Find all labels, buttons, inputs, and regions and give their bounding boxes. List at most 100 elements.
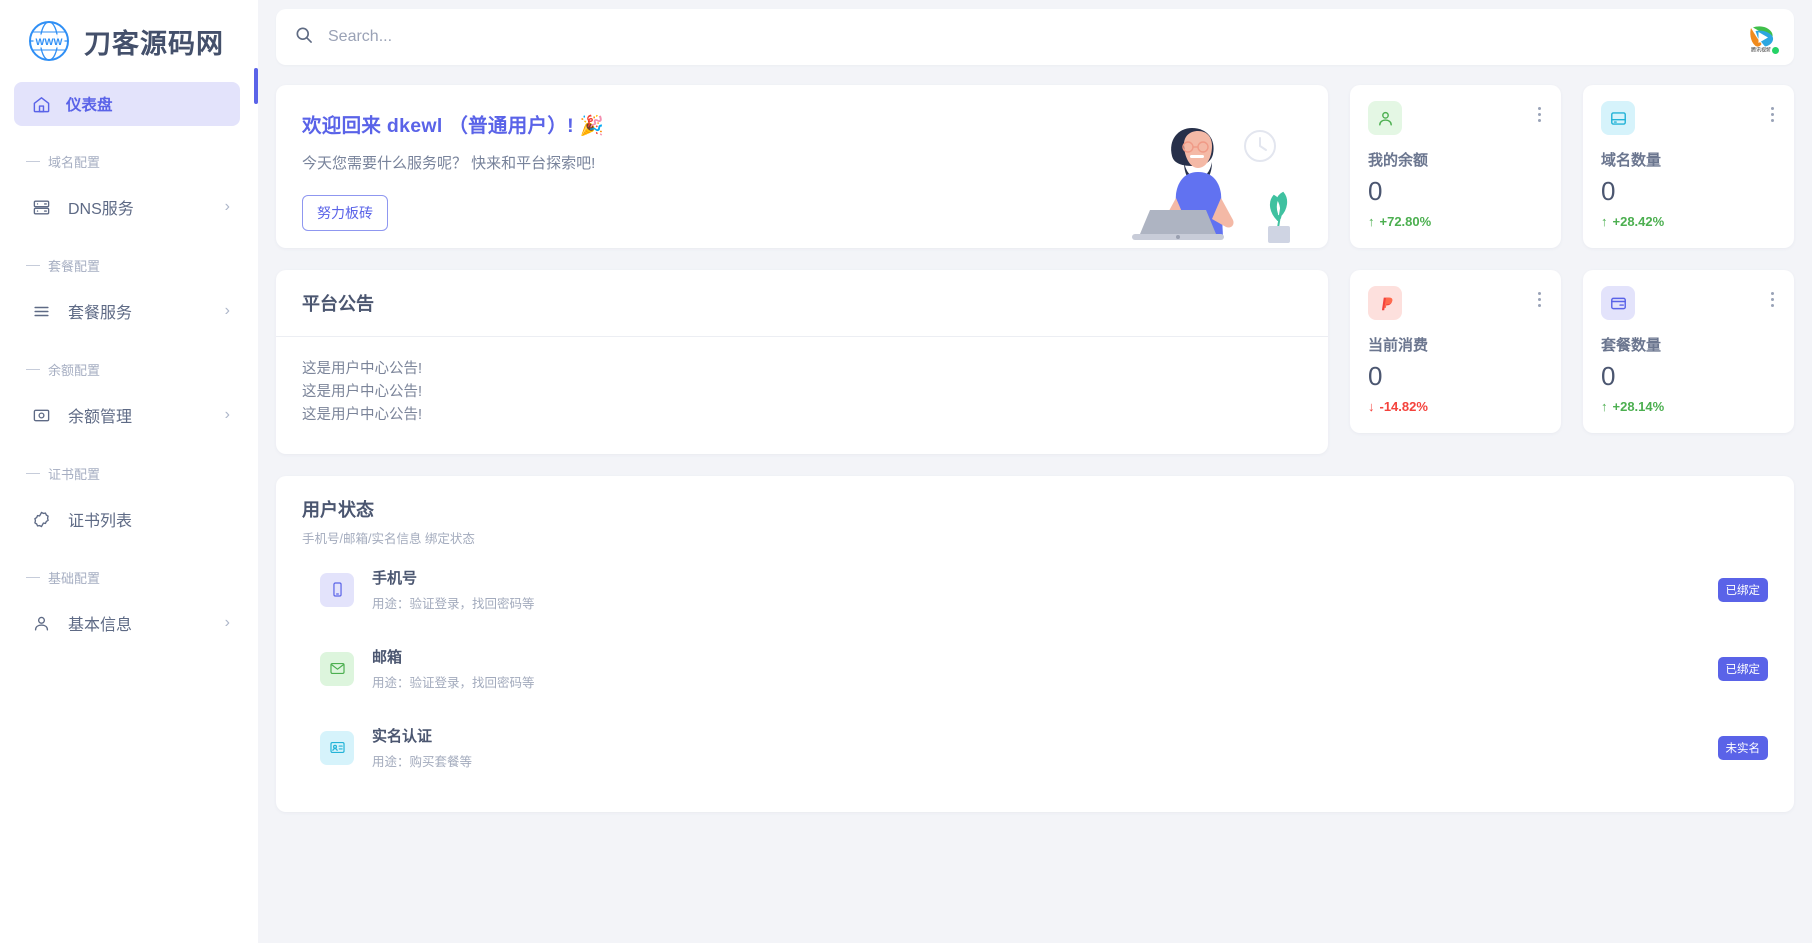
left-column: 欢迎回来 dkewl （普通用户）! 🎉 今天您需要什么服务呢？ 快来和平台探索…: [276, 85, 1328, 454]
chevron-right-icon: ›: [224, 198, 230, 215]
card-menu-button[interactable]: [1767, 101, 1778, 128]
stat-delta-value: -14.82%: [1379, 399, 1428, 414]
notice-line: 这是用户中心公告!: [302, 407, 423, 423]
sidebar-section-label: 域名配置: [48, 154, 101, 170]
sidebar-item-label-package-service: 套餐服务: [68, 305, 133, 322]
online-status-dot: [1770, 45, 1781, 56]
stat-delta-value: +72.80%: [1379, 214, 1432, 229]
svg-text:WWW: WWW: [36, 37, 63, 48]
welcome-illustration: [1078, 85, 1328, 248]
chevron-right-icon: ›: [224, 302, 230, 319]
stat-label: 域名数量: [1601, 152, 1662, 169]
www-globe-icon: WWW: [26, 18, 72, 64]
stat-value: 0: [1601, 361, 1616, 391]
status-info: 邮箱 用途：验证登录，找回密码等: [372, 646, 1700, 691]
brand[interactable]: WWW 刀客源码网: [0, 0, 258, 82]
sidebar-item-label-basic-info: 基本信息: [68, 617, 133, 634]
status-badge: 已绑定: [1717, 577, 1768, 602]
status-name: 手机号: [372, 570, 418, 587]
platform-notice-card: 平台公告 这是用户中心公告! 这是用户中心公告! 这是用户中心公告!: [276, 270, 1328, 454]
status-name: 邮箱: [372, 649, 403, 666]
stat-cards-grid: 我的余额 0 ↑ +72.80%: [1350, 85, 1794, 433]
user-status-subtitle: 手机号/邮箱/实名信息 绑定状态: [302, 532, 475, 546]
card-menu-button[interactable]: [1534, 286, 1545, 313]
status-info: 实名认证 用途：购买套餐等: [372, 725, 1700, 770]
card-menu-button[interactable]: [1767, 286, 1778, 313]
id-card-icon: [320, 730, 354, 765]
welcome-text: 欢迎回来 dkewl （普通用户）! 🎉 今天您需要什么服务呢？ 快来和平台探索…: [276, 85, 1078, 248]
section-dash: [26, 160, 40, 162]
sidebar-nav: 仪表盘 域名配置: [0, 68, 258, 646]
server-storage-icon: [1601, 101, 1635, 135]
stat-delta-value: +28.42%: [1612, 214, 1665, 229]
menu-list-icon: [32, 302, 56, 321]
stat-delta: ↑ +28.14%: [1601, 399, 1778, 414]
status-row-phone[interactable]: 手机号 用途：验证登录，找回密码等 已绑定: [302, 553, 1768, 626]
topbar: 腾讯视频: [276, 9, 1794, 65]
sidebar-section-package: 套餐配置: [0, 242, 258, 288]
main-content: 腾讯视频 欢迎回来 dkewl （普通用户）! 🎉 今天您需要什么服务呢？ 快来…: [258, 0, 1812, 943]
sidebar-section-balance: 余额配置: [0, 346, 258, 392]
avatar[interactable]: 腾讯视频: [1744, 19, 1781, 56]
status-row-realname[interactable]: 实名认证 用途：购买套餐等 未实名: [302, 711, 1768, 784]
stat-card-balance: 我的余额 0 ↑ +72.80%: [1350, 85, 1561, 248]
sidebar-item-dns[interactable]: DNS服务 ›: [14, 184, 244, 230]
status-desc: 用途：验证登录，找回密码等: [372, 676, 535, 690]
user-status-card: 用户状态 手机号/邮箱/实名信息 绑定状态 手机号 用途：验证登录，找回密码等 …: [276, 476, 1794, 812]
sidebar-item-label-balance-manage: 余额管理: [68, 409, 133, 426]
wallet-icon: [1601, 286, 1635, 320]
sidebar-section-basic: 基础配置: [0, 554, 258, 600]
mail-icon: [320, 651, 354, 686]
stat-card-current-spend: 当前消费 0 ↓ -14.82%: [1350, 270, 1561, 433]
status-badge: 未实名: [1717, 735, 1768, 760]
status-desc: 用途：购买套餐等: [372, 755, 473, 769]
section-dash: [26, 576, 40, 578]
explore-button[interactable]: 努力板砖: [302, 195, 388, 231]
server-icon: [32, 198, 56, 217]
notice-body: 这是用户中心公告! 这是用户中心公告! 这是用户中心公告!: [276, 337, 1328, 454]
stat-label: 套餐数量: [1601, 337, 1662, 354]
paypal-icon: [1368, 286, 1402, 320]
sidebar-item-basic-info[interactable]: 基本信息 ›: [14, 600, 244, 646]
stat-value: 0: [1601, 176, 1616, 206]
stat-label: 当前消费: [1368, 337, 1429, 354]
status-name: 实名认证: [372, 728, 433, 745]
status-desc: 用途：验证登录，找回密码等: [372, 597, 535, 611]
section-dash: [26, 472, 40, 474]
sidebar-item-balance-manage[interactable]: 余额管理 ›: [14, 392, 244, 438]
stat-value: 0: [1368, 176, 1383, 206]
search-bar[interactable]: [294, 25, 1744, 50]
sidebar-item-label-dns: DNS服务: [68, 201, 134, 218]
arrow-up-icon: ↑: [1368, 214, 1375, 229]
stat-card-domain-count: 域名数量 0 ↑ +28.42%: [1583, 85, 1794, 248]
user-status-title: 用户状态: [302, 500, 374, 520]
sidebar-item-certificate-list[interactable]: 证书列表: [14, 496, 244, 542]
stat-label: 我的余额: [1368, 152, 1429, 169]
chevron-right-icon: ›: [224, 406, 230, 423]
person-icon: [1368, 101, 1402, 135]
sidebar-section-label: 余额配置: [48, 362, 101, 378]
search-input[interactable]: [328, 28, 948, 46]
svg-text:腾讯视频: 腾讯视频: [1751, 47, 1771, 54]
stat-delta: ↑ +28.42%: [1601, 214, 1778, 229]
stat-delta: ↑ +72.80%: [1368, 214, 1545, 229]
section-dash: [26, 264, 40, 266]
sidebar-item-label-certificate-list: 证书列表: [68, 513, 133, 530]
sidebar-item-package-service[interactable]: 套餐服务 ›: [14, 288, 244, 334]
money-icon: [32, 406, 56, 425]
sidebar-section-label: 套餐配置: [48, 258, 101, 274]
stat-delta-value: +28.14%: [1612, 399, 1665, 414]
active-indicator-bar: [254, 68, 258, 104]
arrow-up-icon: ↑: [1601, 399, 1608, 414]
stat-card-package-count: 套餐数量 0 ↑ +28.14%: [1583, 270, 1794, 433]
section-dash: [26, 368, 40, 370]
card-menu-button[interactable]: [1534, 101, 1545, 128]
notice-line: 这是用户中心公告!: [302, 384, 423, 400]
certificate-gear-icon: [32, 510, 56, 529]
status-info: 手机号 用途：验证登录，找回密码等: [372, 567, 1700, 612]
welcome-title: 欢迎回来 dkewl （普通用户）! 🎉: [302, 115, 605, 137]
sidebar: WWW 刀客源码网 仪表盘: [0, 0, 258, 943]
sidebar-item-dashboard[interactable]: 仪表盘: [14, 82, 240, 126]
status-row-email[interactable]: 邮箱 用途：验证登录，找回密码等 已绑定: [302, 632, 1768, 705]
sidebar-section-certificate: 证书配置: [0, 450, 258, 496]
